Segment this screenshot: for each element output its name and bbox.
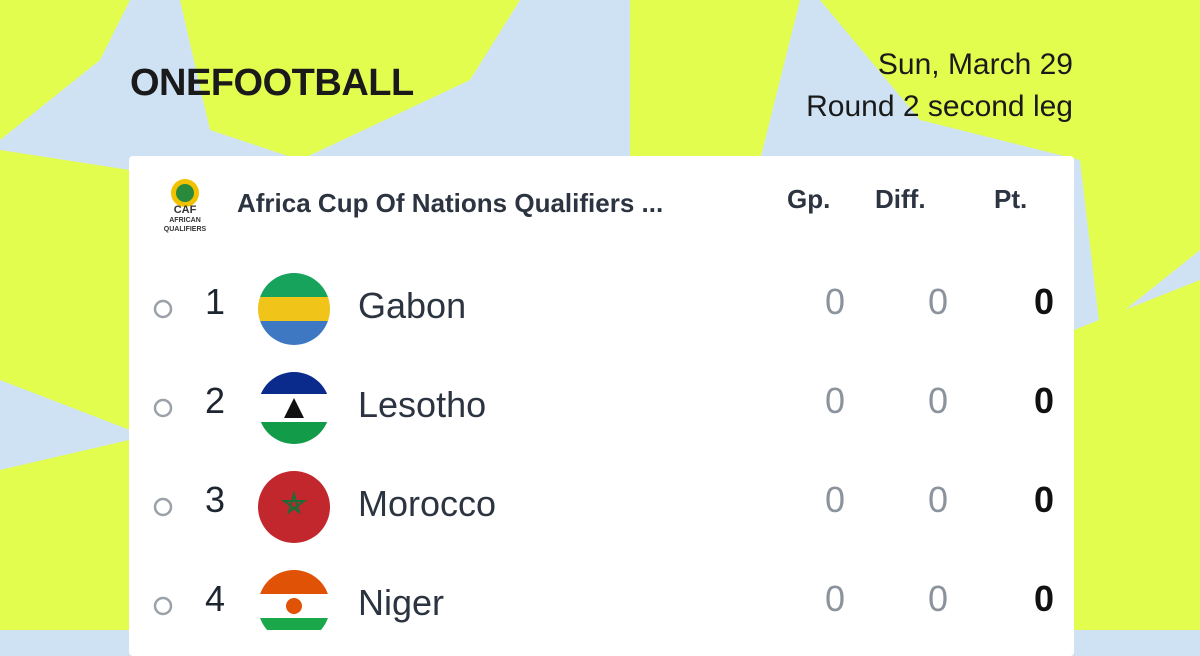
- flag-niger: [258, 570, 330, 630]
- logo-line: QUALIFIERS: [163, 226, 207, 233]
- games-played: 0: [824, 281, 846, 322]
- points: 0: [1033, 281, 1054, 322]
- goal-diff: 0: [927, 479, 949, 520]
- goal-diff: 0: [927, 578, 949, 619]
- games-played: 0: [824, 479, 846, 520]
- flag-morocco: [258, 471, 330, 543]
- position: 2: [204, 380, 226, 421]
- column-header: Gp.: [787, 184, 831, 214]
- games-played: 0: [824, 578, 846, 619]
- competition-name: Africa Cup Of Nations Qualifiers ...: [237, 188, 664, 218]
- match-round: Round 2 second leg: [806, 90, 1073, 123]
- points: 0: [1033, 578, 1054, 619]
- goal-diff: 0: [927, 281, 949, 322]
- points: 0: [1033, 479, 1054, 520]
- flag-lesotho: [258, 372, 330, 444]
- background: [0, 0, 1200, 630]
- column-header: Pt.: [994, 184, 1028, 214]
- games-played: 0: [824, 380, 846, 421]
- graphics: [153, 179, 330, 630]
- brand: ONEFOOTBALL: [130, 62, 414, 104]
- logo-line: AFRICAN: [169, 217, 201, 224]
- logo-abbr: CAF: [173, 204, 197, 216]
- competition-logo: [171, 179, 199, 207]
- team-name: Gabon: [358, 285, 467, 326]
- position: 1: [204, 281, 226, 322]
- goal-diff: 0: [927, 380, 949, 421]
- column-header: Diff.: [875, 184, 926, 214]
- team-name: Niger: [358, 582, 445, 623]
- points: 0: [1033, 380, 1054, 421]
- flag-gabon: [258, 273, 330, 345]
- team-name: Lesotho: [358, 384, 487, 425]
- position: 3: [204, 479, 226, 520]
- position: 4: [204, 578, 226, 619]
- match-date: Sun, March 29: [877, 48, 1073, 81]
- team-name: Morocco: [358, 483, 497, 524]
